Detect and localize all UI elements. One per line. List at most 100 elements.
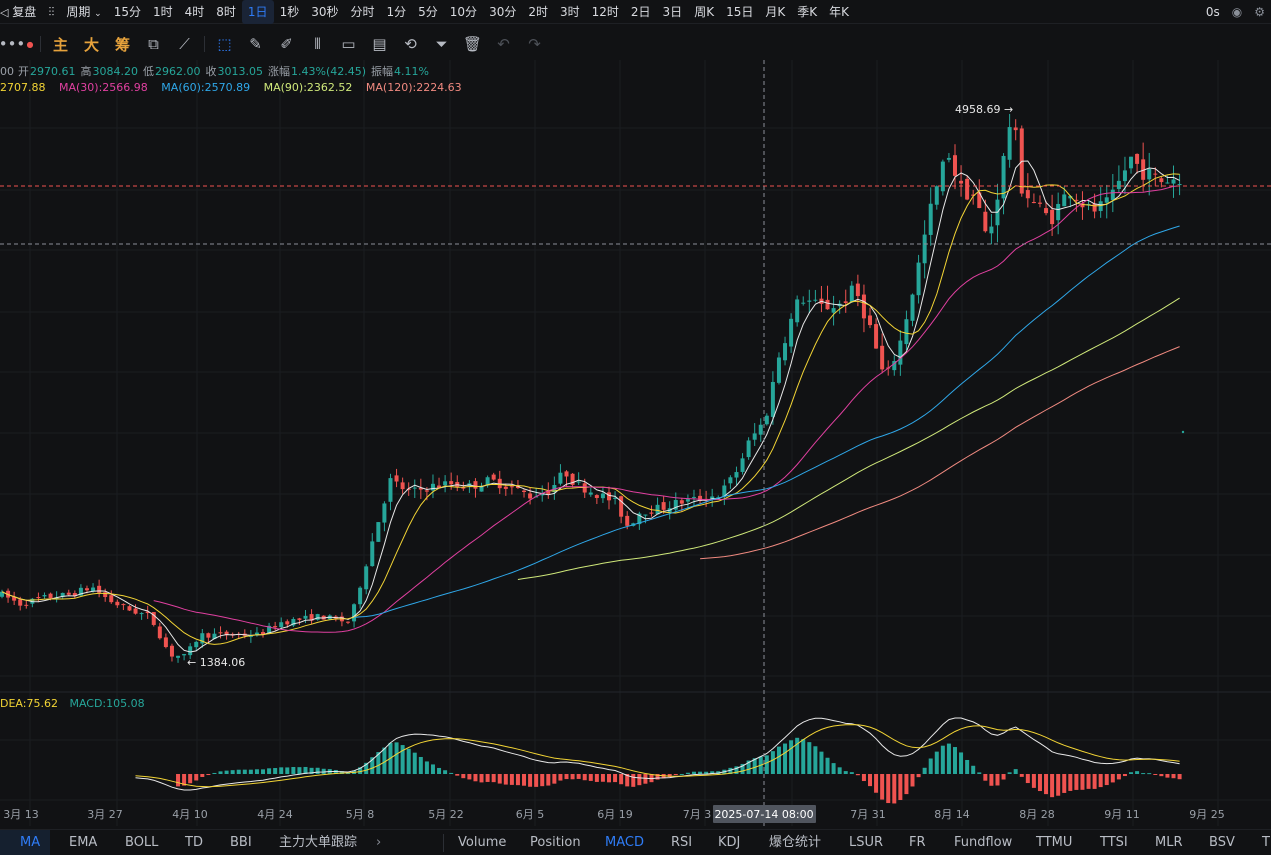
macd-bar [740,763,745,774]
chip-button[interactable]: 筹 [114,35,130,54]
cursor-tool-icon[interactable]: ⬚ [217,35,232,53]
tab-bbi[interactable]: BBI [230,835,252,850]
period-1h[interactable]: 1时 [153,4,173,19]
macd-bar [224,770,229,774]
record-dot-icon[interactable]: ● [26,39,34,49]
period-3h[interactable]: 3时 [559,4,580,19]
macd-bar [1129,772,1134,774]
magnet-icon[interactable]: ⟲ [404,35,417,53]
ma-legend: 2707.88 MA(30):2566.98 MA(60):2570.89 MA… [0,81,472,94]
x-axis-label: 4月 24 [257,808,293,821]
macd-bar [776,746,781,774]
settings-icon[interactable]: ⚙ [1254,5,1265,19]
tab-t[interactable]: T [1262,835,1270,850]
tab-lsur[interactable]: LSUR [849,835,884,850]
period-4h[interactable]: 4时 [184,4,205,19]
tab-position[interactable]: Position [530,835,581,850]
macd-bar [1068,774,1073,791]
candle-body [139,613,144,615]
measure-icon[interactable]: ▤ [372,35,387,53]
indicator-template-icon[interactable]: ⧉ [148,35,159,53]
draw-settings-icon[interactable]: ⟋ [179,35,190,53]
tab-ttmu[interactable]: TTMU [1036,835,1073,850]
macd-bar [212,772,217,774]
macd-bar [467,774,472,780]
period-quarter[interactable]: 季K [797,4,818,19]
period-30m[interactable]: 30分 [489,4,517,19]
pattern-icon[interactable]: ⫴ [314,35,321,53]
period-30s[interactable]: 30秒 [311,4,339,19]
period-3d[interactable]: 3日 [662,4,683,19]
period-15d[interactable]: 15日 [726,4,754,19]
replay-button[interactable]: ◁ 复盘 [0,4,37,19]
tab-fundflow[interactable]: Fundflow [954,835,1013,850]
redo-icon[interactable]: ↷ [528,35,541,53]
tab-ttsi[interactable]: TTSI [1100,835,1128,850]
candle-body [84,588,89,591]
large-order-button[interactable]: 大 [83,35,99,54]
candle-body [169,645,174,657]
period-1d[interactable]: 1日 [241,0,274,24]
tab-td[interactable]: TD [185,835,203,850]
period-10m[interactable]: 10分 [449,4,478,19]
period-2h[interactable]: 2时 [528,4,548,19]
period-2d[interactable]: 2日 [630,4,651,19]
tab-rsi[interactable]: RSI [671,835,693,850]
tab-main-force[interactable]: 主力大单跟踪 [279,835,358,850]
pen-icon[interactable]: ✐ [280,35,293,53]
ma120-value: MA(120):2224.63 [365,81,462,94]
tab-volume[interactable]: Volume [458,835,507,850]
tab-fr[interactable]: FR [909,835,926,850]
undo-icon[interactable]: ↶ [497,35,510,53]
macd-bar [977,772,982,774]
more-icon[interactable]: ••• [0,35,26,53]
ruler-icon[interactable]: ✎ [249,35,262,53]
tab-kdj[interactable]: KDJ [718,835,741,850]
candle-body [522,490,527,492]
period-dropdown[interactable]: 周期 ⌄ [66,4,102,19]
macd-bar [248,769,253,774]
macd-bar [1013,769,1018,774]
trash-icon[interactable]: 🗑 [462,35,483,53]
period-5m[interactable]: 5分 [418,4,438,19]
macd-bar [952,747,957,774]
text-note-icon[interactable]: ▭ [341,35,356,53]
main-force-button[interactable]: 主 [52,35,68,54]
tab-mlr[interactable]: MLR [1155,835,1183,850]
period-1m[interactable]: 1分 [386,4,407,19]
period-1s[interactable]: 1秒 [279,4,300,19]
tab-ma[interactable]: MA [20,835,41,850]
macd-bar [1062,774,1067,793]
tab-macd[interactable]: MACD [605,835,644,850]
divider [443,834,444,852]
candle-body [194,641,199,648]
candle-body [619,496,624,517]
candle-body [625,515,630,526]
candle-body [163,637,168,648]
period-15m[interactable]: 15分 [113,4,141,19]
candle-body [18,599,23,606]
tab-liquidation[interactable]: 爆仓统计 [769,835,822,850]
candle-body [728,477,733,484]
chart-type-icon[interactable]: ⫶⫶ [48,4,55,19]
period-8h[interactable]: 8时 [216,4,236,19]
period-1mo[interactable]: 月K [765,4,786,19]
tab-ema[interactable]: EMA [69,835,98,850]
open-label: 开 [18,65,29,78]
tab-bsv[interactable]: BSV [1209,835,1235,850]
macd-bar [503,774,508,785]
macd-bar [1122,774,1127,777]
tab-boll[interactable]: BOLL [125,835,159,850]
period-timeshare[interactable]: 分时 [350,4,375,19]
chevron-right-icon[interactable]: › [376,835,382,850]
period-1w[interactable]: 周K [694,4,715,19]
x-axis-label: 3月 13 [3,808,39,821]
period-year[interactable]: 年K [829,4,849,19]
macd-bar [303,766,308,774]
camera-icon[interactable]: ◉ [1231,5,1243,19]
filter-icon[interactable]: ⏷ [435,35,448,53]
candle-body [515,485,520,489]
period-12h[interactable]: 12时 [591,4,619,19]
candle-body [983,211,988,232]
